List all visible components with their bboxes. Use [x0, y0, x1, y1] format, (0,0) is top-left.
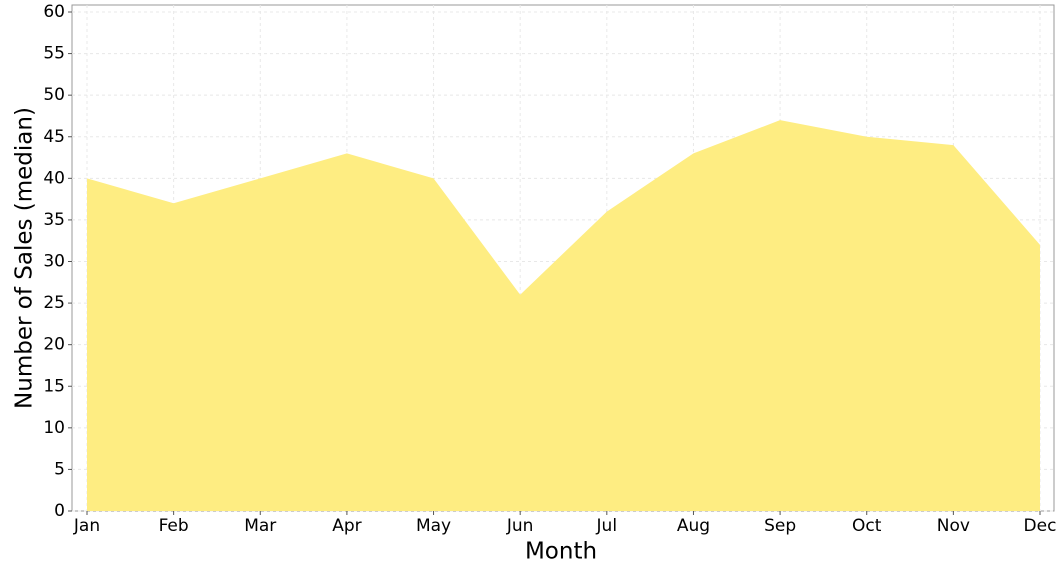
y-tick-label: 0	[54, 501, 65, 521]
labels: 0 5 10 15 20 25 30 35 40 45 50 55 60 Jan Feb Mar Apr May J…	[43, 2, 1056, 536]
y-tick-label: 20	[43, 335, 65, 355]
y-tick-label: 30	[43, 252, 65, 272]
x-tick-label: May	[416, 516, 451, 536]
y-axis-label: Number of Sales (median)	[12, 107, 38, 409]
x-tick-label: Nov	[937, 516, 970, 536]
y-tick-label: 55	[43, 44, 65, 64]
marks	[87, 120, 1040, 511]
x-tick-label: Jul	[596, 516, 618, 536]
y-tick-label: 35	[43, 210, 65, 230]
x-tick-label: Aug	[677, 516, 710, 536]
y-tick-label: 15	[43, 376, 65, 396]
x-tick-label: Oct	[852, 516, 882, 536]
x-tick-label: Jun	[506, 516, 534, 536]
y-tick-label: 5	[54, 459, 65, 479]
x-tick-label: Jan	[73, 516, 100, 536]
x-tick-label: Feb	[159, 516, 189, 536]
y-tick-label: 60	[43, 2, 65, 22]
x-tick-label: Mar	[244, 516, 276, 536]
y-tick-label: 45	[43, 127, 65, 147]
y-tick-label: 50	[43, 85, 65, 105]
x-axis-label: Month	[525, 539, 597, 565]
y-tick-label: 25	[43, 293, 65, 313]
x-tick-label: Apr	[332, 516, 361, 536]
y-tick-label: 10	[43, 418, 65, 438]
x-tick-label: Dec	[1024, 516, 1057, 536]
y-tick-label: 40	[43, 168, 65, 188]
x-tick-label: Sep	[764, 516, 796, 536]
area	[87, 120, 1040, 511]
